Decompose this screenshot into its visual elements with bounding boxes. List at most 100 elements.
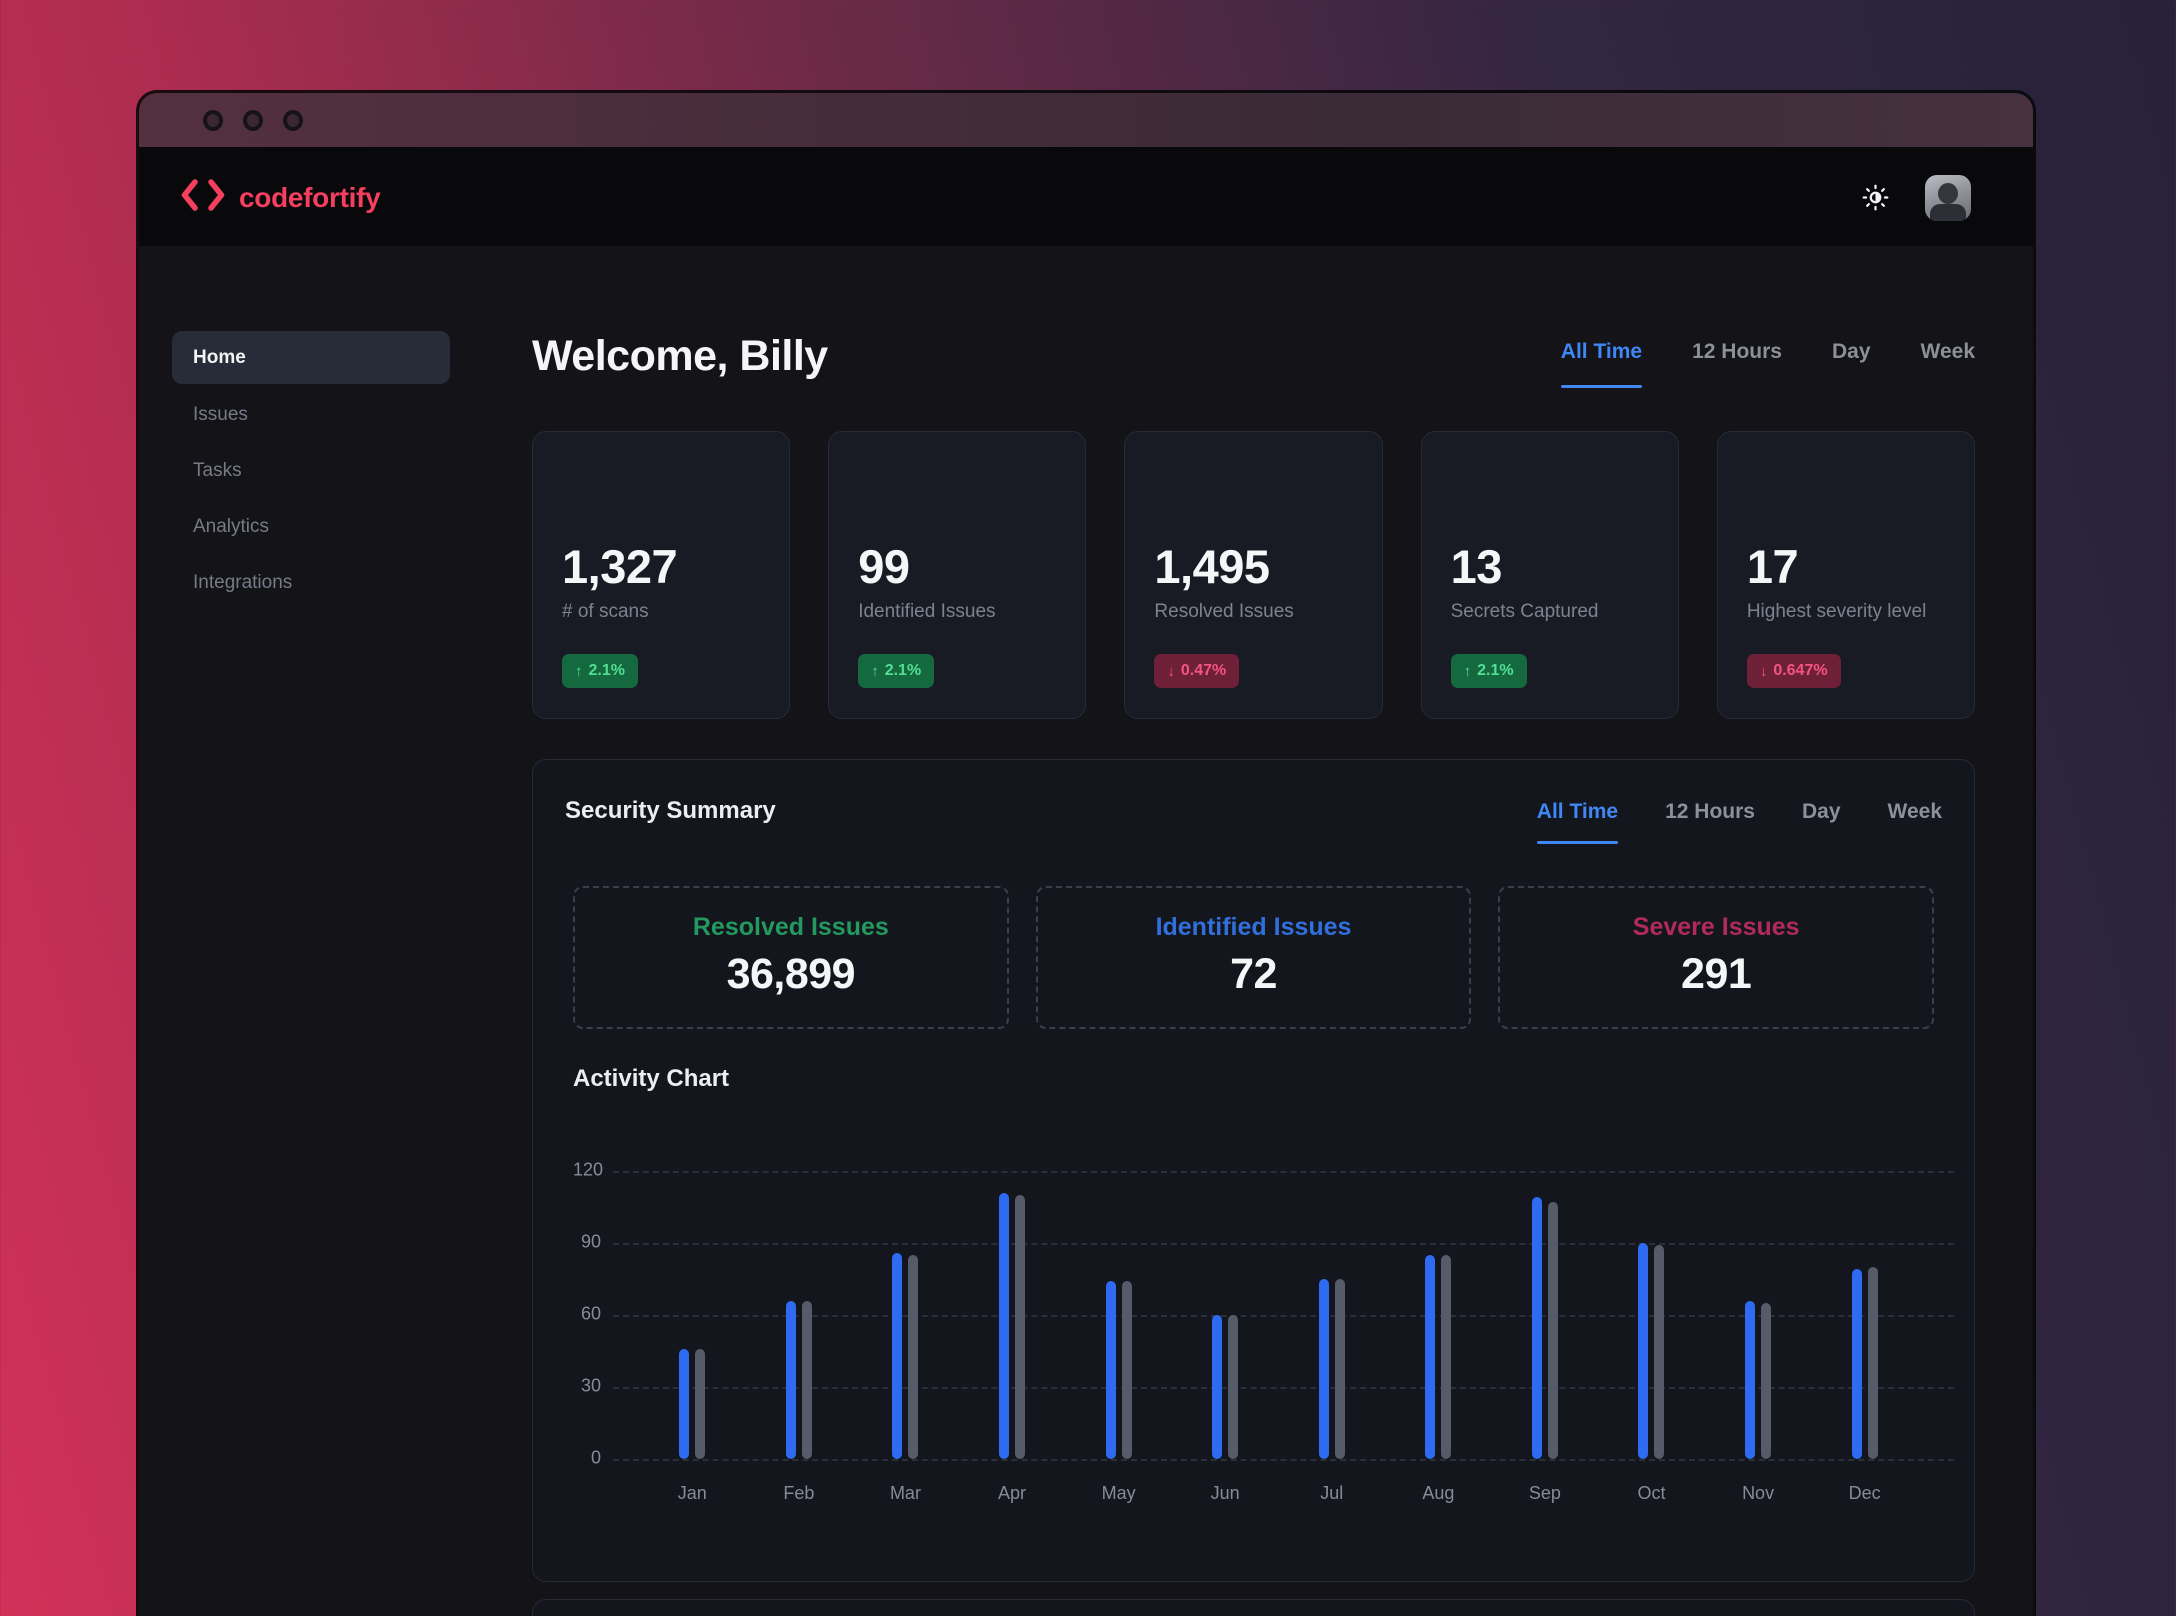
window-control-dot-3[interactable] <box>283 109 303 131</box>
trend-percent: 2.1% <box>588 662 625 679</box>
window-control-dot-2[interactable] <box>243 109 263 131</box>
trend-badge: ↑ 2.1% <box>858 654 935 688</box>
summary-boxes-row: Resolved Issues 36,899 Identified Issues 72… <box>573 886 1935 1029</box>
trend-percent: 0.47% <box>1180 662 1227 679</box>
chart-gridline <box>613 1243 1954 1245</box>
y-axis-tick-label: 120 <box>573 1159 604 1180</box>
bar-aug-secondary <box>1441 1255 1452 1459</box>
sidebar-item-integrations[interactable]: Integrations <box>193 572 293 593</box>
bar-group-jan <box>639 1171 746 1459</box>
summary-box-label: Resolved Issues <box>692 913 889 941</box>
summary-box-label: Severe Issues <box>1632 913 1800 941</box>
chart-gridline <box>613 1315 1954 1317</box>
tab-week[interactable]: Week <box>1887 800 1942 823</box>
stat-card-of-scans: 1,327 # of scans ↑ 2.1% <box>532 431 791 719</box>
app-window: codefortify <box>139 93 2033 1616</box>
x-axis-tick-label: Feb <box>783 1483 815 1503</box>
stat-card-identified-issues: 99 Identified Issues ↑ 2.1% <box>828 431 1087 719</box>
stat-card-label: # of scans <box>562 601 649 622</box>
stat-cards-row: 1,327 # of scans ↑ 2.1% 99 Identified Issues ↑… <box>532 431 1976 719</box>
trend-badge: ↑ 2.1% <box>562 654 638 688</box>
security-summary-tabs: All Time 12 Hours Day Week <box>1536 800 1942 844</box>
chart-gridline <box>613 1387 1954 1389</box>
bar-group-dec <box>1811 1171 1918 1459</box>
security-summary-title: Security Summary <box>565 797 776 824</box>
app-header: codefortify <box>139 149 2033 246</box>
bar-group-oct <box>1598 1171 1705 1459</box>
x-axis-tick-label: Oct <box>1637 1483 1666 1503</box>
theme-toggle-button[interactable] <box>1862 184 1889 211</box>
summary-box-value: 291 <box>1681 950 1752 998</box>
bar-mar-secondary <box>908 1255 919 1459</box>
bar-group-sep <box>1492 1171 1599 1459</box>
bar-group-mar <box>852 1171 959 1459</box>
trend-percent: 2.1% <box>1477 662 1514 679</box>
avatar-silhouette-head <box>1938 182 1958 204</box>
sidebar-item-issues[interactable]: Issues <box>193 404 248 425</box>
x-axis-tick-label: Aug <box>1422 1483 1455 1503</box>
bar-group-jun <box>1172 1171 1279 1459</box>
chart-bars-area <box>613 1171 1954 1459</box>
tab-week[interactable]: Week <box>1920 340 1975 363</box>
y-axis-tick-label: 30 <box>580 1375 601 1396</box>
bar-sep-secondary <box>1547 1202 1558 1459</box>
bar-may-secondary <box>1121 1281 1132 1459</box>
bar-sep-primary <box>1531 1197 1542 1459</box>
bar-group-feb <box>746 1171 853 1459</box>
x-axis-tick-label: Sep <box>1528 1483 1561 1503</box>
sidebar-item-analytics[interactable]: Analytics <box>193 516 270 537</box>
content-area: Home Issues Tasks Analytics Integrations Wel… <box>139 246 2033 1616</box>
bar-jun-secondary <box>1228 1315 1239 1459</box>
x-axis-tick-label: Jan <box>677 1483 707 1503</box>
summary-box-value: 72 <box>1230 950 1277 998</box>
activity-bar-chart: 0 30 60 90 120 Jan Feb Mar Apr May Jun Jul Aug Sep Oct… <box>573 1159 1954 1503</box>
bar-aug-primary <box>1425 1255 1436 1459</box>
bar-dec-primary <box>1851 1269 1862 1459</box>
summary-box-label: Identified Issues <box>1155 913 1352 941</box>
tab-12-hours[interactable]: 12 Hours <box>1665 800 1755 823</box>
sidebar-item-home[interactable]: Home <box>172 331 450 384</box>
greeting-row: Welcome, Billy All Time 12 Hours Day Week <box>532 331 1975 388</box>
app-logo[interactable]: codefortify <box>180 179 381 216</box>
bar-group-apr <box>959 1171 1066 1459</box>
tab-day[interactable]: Day <box>1831 340 1871 363</box>
bar-group-aug <box>1385 1171 1492 1459</box>
trend-down-icon: ↓ <box>1167 662 1175 680</box>
user-avatar[interactable] <box>1925 174 1971 221</box>
x-axis-tick-label: Jul <box>1320 1483 1344 1503</box>
stat-card-highest-severity-level: 17 Highest severity level ↓ 0.647% <box>1716 431 1976 719</box>
sun-moon-icon <box>1862 184 1889 211</box>
x-axis-tick-label: Nov <box>1742 1483 1775 1503</box>
summary-box-resolved-issues: Resolved Issues 36,899 <box>573 886 1009 1029</box>
bar-group-nov <box>1705 1171 1812 1459</box>
tab-day[interactable]: Day <box>1801 800 1841 823</box>
sidebar-nav: Home Issues Tasks Analytics Integrations <box>139 246 532 1616</box>
code-brackets-icon <box>180 179 226 216</box>
activity-chart-title: Activity Chart <box>573 1065 730 1092</box>
y-axis-tick-label: 0 <box>590 1447 601 1468</box>
tab-12-hours[interactable]: 12 Hours <box>1692 340 1782 363</box>
stat-card-value: 13 <box>1450 540 1503 593</box>
time-range-tabs: All Time 12 Hours Day Week <box>1560 340 1975 388</box>
stat-card-value: 1,327 <box>562 540 678 593</box>
header-actions <box>1862 174 1971 221</box>
tab-all-time[interactable]: All Time <box>1560 340 1643 388</box>
security-summary-header: Security Summary All Time 12 Hours Day Week <box>533 760 1974 844</box>
bar-jan-secondary <box>695 1348 706 1459</box>
tab-all-time[interactable]: All Time <box>1536 800 1619 844</box>
stat-card-label: Identified Issues <box>858 601 996 622</box>
stat-card-value: 99 <box>858 540 910 593</box>
avatar-silhouette-torso <box>1930 203 1966 221</box>
summary-box-severe-issues: Severe Issues 291 <box>1498 886 1935 1029</box>
x-axis-tick-label: May <box>1101 1483 1136 1503</box>
sidebar-item-tasks[interactable]: Tasks <box>193 460 242 481</box>
stat-card-label: Resolved Issues <box>1154 601 1294 622</box>
trend-up-icon: ↑ <box>1463 662 1472 680</box>
trend-badge: ↑ 2.1% <box>1450 654 1527 688</box>
bar-apr-primary <box>999 1192 1010 1459</box>
window-control-dot-1[interactable] <box>203 109 223 131</box>
summary-box-identified-issues: Identified Issues 72 <box>1035 886 1472 1029</box>
stat-card-value: 1,495 <box>1154 540 1270 593</box>
stat-card-resolved-issues: 1,495 Resolved Issues ↓ 0.47% <box>1124 431 1383 719</box>
bar-oct-secondary <box>1654 1245 1665 1459</box>
